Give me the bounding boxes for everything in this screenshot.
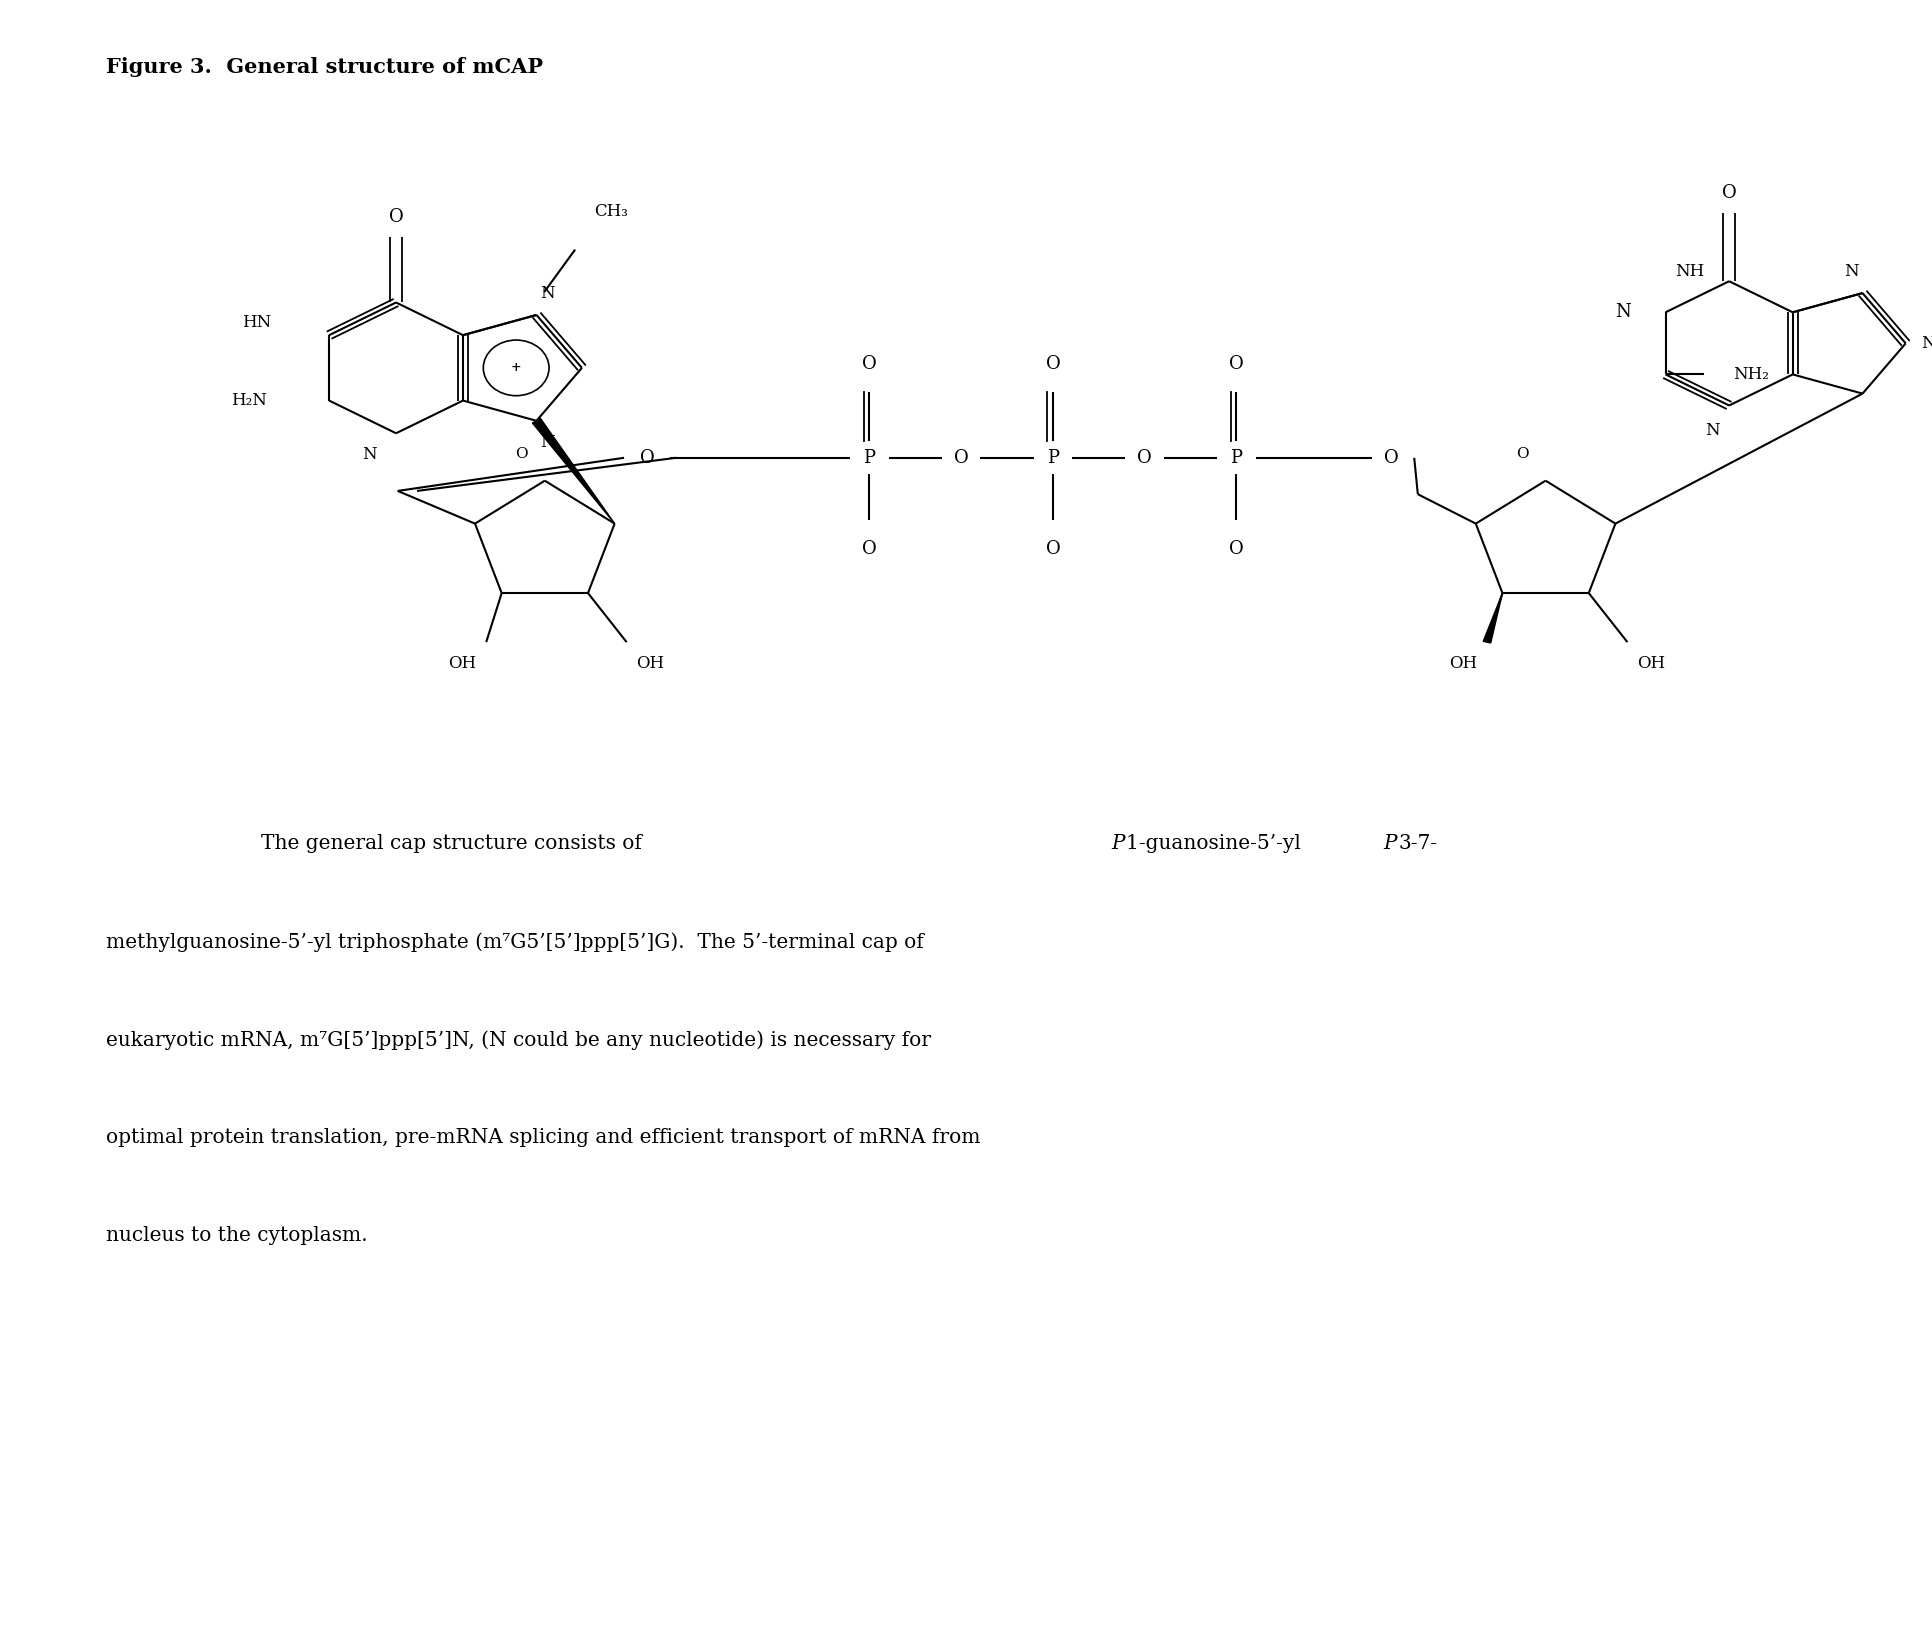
Text: N: N	[361, 446, 377, 463]
Text: O: O	[954, 448, 968, 468]
Text: methylguanosine-5’-yl triphosphate (m⁷G5’[5’]ppp[5’]G).  The 5’-terminal cap of: methylguanosine-5’-yl triphosphate (m⁷G5…	[106, 932, 923, 952]
Text: OH: OH	[636, 656, 665, 672]
Text: nucleus to the cytoplasm.: nucleus to the cytoplasm.	[106, 1226, 367, 1246]
Text: O: O	[1517, 446, 1528, 461]
Text: optimal protein translation, pre-mRNA splicing and efficient transport of mRNA f: optimal protein translation, pre-mRNA sp…	[106, 1128, 981, 1148]
Text: N: N	[1843, 263, 1859, 280]
Text: O: O	[1383, 448, 1399, 468]
Text: The general cap structure consists of: The general cap structure consists of	[261, 834, 647, 853]
Text: O: O	[1721, 183, 1737, 203]
Polygon shape	[533, 419, 614, 523]
Text: O: O	[862, 355, 877, 373]
Text: P: P	[864, 448, 875, 468]
Text: H₂N: H₂N	[232, 392, 267, 409]
Text: N: N	[1920, 335, 1932, 352]
Text: N: N	[1704, 422, 1719, 438]
Text: P: P	[1047, 448, 1059, 468]
Text: P: P	[1383, 834, 1397, 853]
Text: HN: HN	[242, 314, 270, 330]
Text: P: P	[1231, 448, 1242, 468]
Text: NH₂: NH₂	[1733, 366, 1770, 383]
Text: eukaryotic mRNA, m⁷G[5’]ppp[5’]N, (N could be any nucleotide) is necessary for: eukaryotic mRNA, m⁷G[5’]ppp[5’]N, (N cou…	[106, 1030, 931, 1050]
Text: O: O	[516, 446, 527, 461]
Text: NH: NH	[1675, 263, 1704, 280]
Text: O: O	[862, 540, 877, 558]
Text: O: O	[1229, 355, 1244, 373]
Text: O: O	[1045, 540, 1061, 558]
Text: 1-guanosine-5’-yl: 1-guanosine-5’-yl	[1126, 834, 1308, 853]
Text: O: O	[1229, 540, 1244, 558]
Text: O: O	[388, 208, 404, 227]
Polygon shape	[1484, 594, 1503, 643]
Text: P: P	[1111, 834, 1124, 853]
Text: OH: OH	[1636, 656, 1665, 672]
Text: N: N	[541, 284, 554, 302]
Text: N: N	[541, 433, 554, 451]
Text: O: O	[1138, 448, 1151, 468]
Text: 3-7-: 3-7-	[1399, 834, 1437, 853]
Text: Figure 3.  General structure of mCAP: Figure 3. General structure of mCAP	[106, 57, 543, 77]
Text: O: O	[639, 448, 655, 468]
Text: +: +	[510, 361, 522, 374]
Text: N: N	[1615, 302, 1631, 322]
Text: O: O	[1045, 355, 1061, 373]
Text: CH₃: CH₃	[595, 203, 628, 221]
Text: OH: OH	[1449, 656, 1478, 672]
Text: OH: OH	[448, 656, 477, 672]
